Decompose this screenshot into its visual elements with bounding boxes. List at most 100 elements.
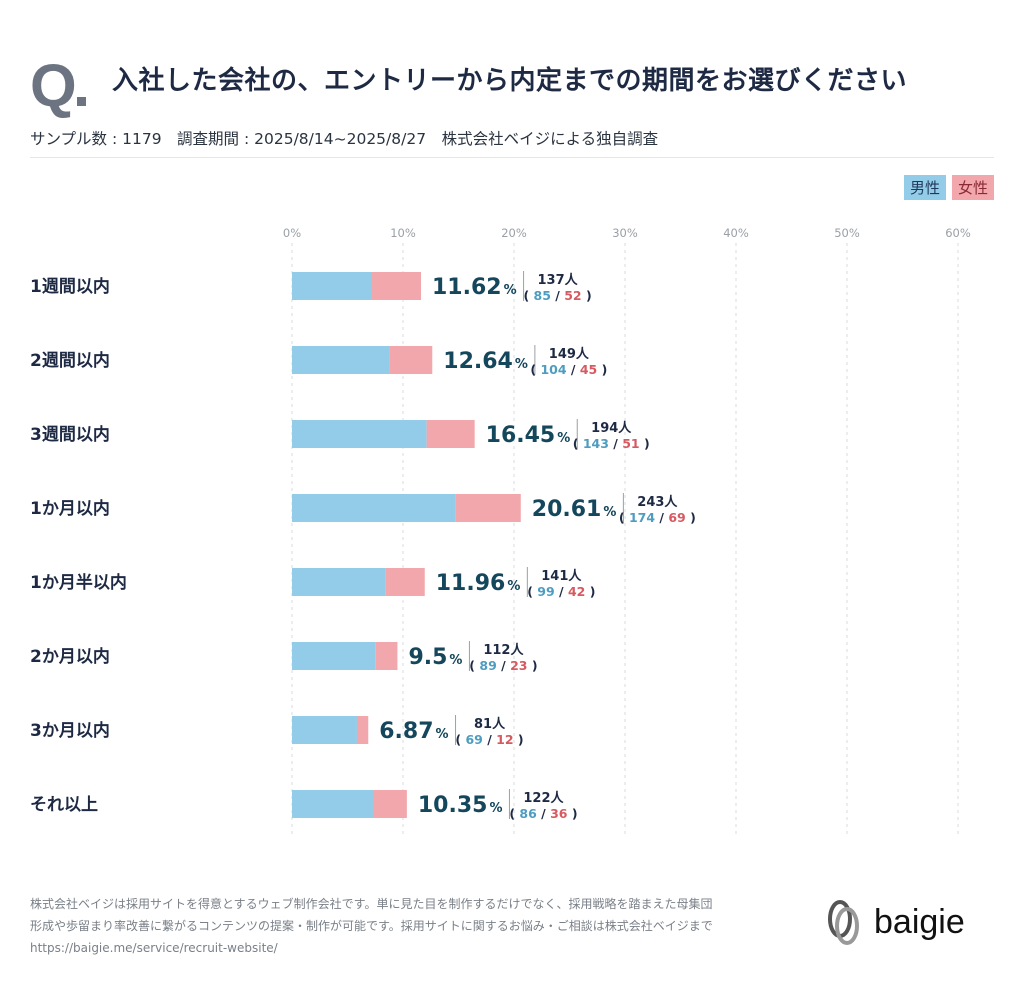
breakdown-part: 42 [568, 584, 585, 599]
percent-value-label: 11.96 [436, 571, 506, 596]
breakdown-part: ( [469, 658, 479, 673]
logo-text: baigie [874, 902, 965, 941]
bar-male [292, 494, 456, 522]
breakdown-part: 69 [465, 732, 482, 747]
bar-female [375, 642, 398, 670]
legend-male: 男性 [903, 175, 946, 200]
breakdown-part: ) [585, 584, 595, 599]
total-count-label: 243人 [637, 494, 678, 510]
category-label: 1週間以内 [30, 276, 110, 297]
breakdown-part: 99 [537, 584, 554, 599]
q-letter: Q [30, 52, 77, 119]
breakdown-part: / [483, 732, 496, 747]
percent-sign: % [515, 357, 528, 372]
breakdown-part: / [655, 510, 668, 525]
percent-value-label: 20.61 [532, 497, 602, 522]
bar-male [292, 642, 376, 670]
total-count-label: 122人 [523, 790, 564, 806]
bar-male [292, 716, 357, 744]
category-label: 1か月半以内 [30, 572, 127, 593]
breakdown-part: ( [530, 362, 540, 377]
gender-breakdown-label: ( 104 / 45 ) [530, 362, 607, 377]
gender-breakdown-label: ( 85 / 52 ) [523, 288, 591, 303]
gender-breakdown-label: ( 143 / 51 ) [573, 436, 650, 451]
legend-female: 女性 [951, 175, 994, 200]
breakdown-part: 23 [510, 658, 527, 673]
percent-sign: % [603, 505, 616, 520]
category-label: それ以上 [30, 795, 98, 815]
breakdown-part: ) [568, 806, 578, 821]
footer-line-1: 株式会社ベイジは採用サイトを得意とするウェブ制作会社です。単に見た目を制作するだ… [30, 897, 713, 911]
footer-description: 株式会社ベイジは採用サイトを得意とするウェブ制作会社です。単に見た目を制作するだ… [30, 893, 800, 959]
percent-value-label: 12.64 [443, 349, 513, 374]
percent-value-label: 11.62 [432, 275, 502, 300]
bar-female [372, 272, 421, 300]
breakdown-part: ) [597, 362, 607, 377]
category-label: 1か月以内 [30, 498, 110, 519]
bar-male [292, 568, 386, 596]
total-count-label: 137人 [538, 272, 579, 288]
breakdown-part: ) [640, 436, 650, 451]
x-tick-label: 20% [501, 226, 527, 240]
total-count-label: 141人 [541, 568, 582, 584]
bar-female [426, 420, 475, 448]
bar-male [292, 420, 427, 448]
category-label: 3か月以内 [30, 720, 110, 741]
category-label: 2か月以内 [30, 646, 110, 667]
breakdown-part: 89 [479, 658, 496, 673]
x-tick-label: 10% [390, 226, 416, 240]
bar-male [292, 272, 373, 300]
total-count-label: 194人 [591, 420, 632, 436]
breakdown-part: / [555, 584, 568, 599]
breakdown-part: 104 [540, 362, 566, 377]
category-label: 3週間以内 [30, 424, 110, 445]
breakdown-part: ) [527, 658, 537, 673]
breakdown-part: ) [582, 288, 592, 303]
breakdown-part: / [609, 436, 622, 451]
bar-male [292, 790, 373, 818]
percent-value-label: 9.5 [408, 645, 447, 670]
footer-url[interactable]: https://baigie.me/service/recruit-websit… [30, 941, 278, 955]
total-count-label: 149人 [549, 346, 590, 362]
breakdown-part: ) [686, 510, 696, 525]
breakdown-part: / [497, 658, 510, 673]
x-tick-label: 30% [612, 226, 638, 240]
percent-sign: % [557, 431, 570, 446]
breakdown-part: 52 [564, 288, 581, 303]
breakdown-part: 36 [550, 806, 568, 821]
breakdown-part: 69 [668, 510, 685, 525]
gender-breakdown-label: ( 174 / 69 ) [619, 510, 696, 525]
breakdown-part: 12 [496, 732, 513, 747]
gender-breakdown-label: ( 89 / 23 ) [469, 658, 537, 673]
page-title: 入社した会社の、エントリーから内定までの期間をお選びください [112, 66, 908, 96]
breakdown-part: 86 [519, 806, 537, 821]
breakdown-part: ( [509, 806, 519, 821]
breakdown-part: ( [573, 436, 583, 451]
bar-female [385, 568, 425, 596]
breakdown-part: ( [523, 288, 533, 303]
baigie-logo[interactable]: baigie [826, 897, 965, 947]
breakdown-part: ( [619, 510, 629, 525]
percent-value-label: 6.87 [379, 719, 433, 744]
breakdown-part: 85 [534, 288, 551, 303]
chart-legend: 男性 女性 [903, 175, 994, 200]
percent-sign: % [449, 653, 462, 668]
breakdown-part: ( [527, 584, 537, 599]
question-mark-q: Q [30, 56, 86, 116]
percent-value-label: 10.35 [418, 793, 488, 818]
x-tick-label: 60% [945, 226, 971, 240]
breakdown-part: / [567, 362, 580, 377]
breakdown-part: 45 [580, 362, 597, 377]
bar-female [356, 716, 369, 744]
total-count-label: 112人 [483, 642, 524, 658]
percent-sign: % [504, 283, 517, 298]
breakdown-part: ( [455, 732, 465, 747]
gender-breakdown-label: ( 99 / 42 ) [527, 584, 595, 599]
breakdown-part: ) [514, 732, 524, 747]
breakdown-part: / [537, 806, 550, 821]
breakdown-part: 143 [583, 436, 609, 451]
bar-chart: 0% 10% 20% 30% 40% 50% 60% 1週間以内 11.62 % 137人( 85 … [30, 226, 971, 835]
divider [30, 157, 994, 158]
survey-subtitle: サンプル数 : 1179 調査期間 : 2025/8/14~2025/8/27 … [30, 130, 659, 148]
bar-female [389, 346, 433, 374]
